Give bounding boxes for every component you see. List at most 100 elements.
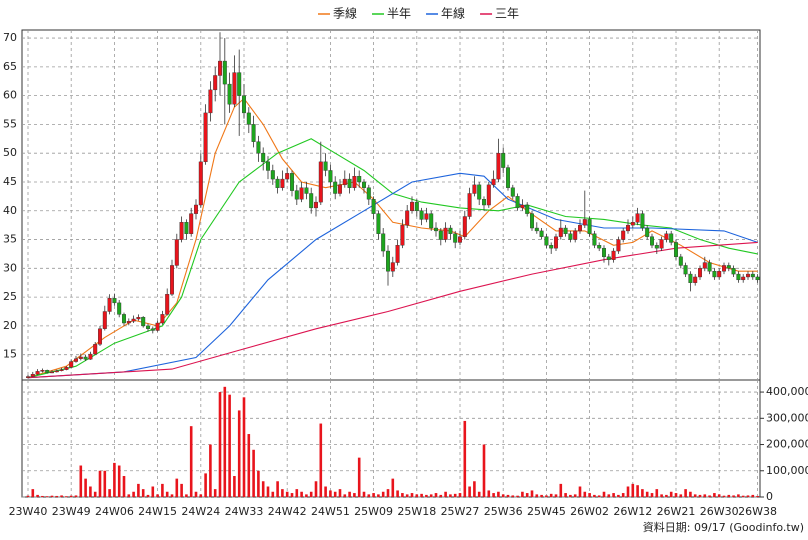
candle-body (640, 213, 645, 229)
volume-bar (578, 486, 582, 497)
volume-bar (545, 495, 548, 497)
candle-body (323, 161, 328, 171)
volume-bar (626, 486, 630, 497)
volume-bar (564, 493, 567, 497)
volume-bar (242, 397, 246, 497)
volume-bar (617, 494, 620, 497)
candle-body (520, 204, 525, 209)
volume-bar (156, 494, 159, 497)
volume-bar (271, 491, 275, 497)
candle-body (189, 213, 194, 234)
x-tick-label: 26W21 (657, 505, 696, 518)
x-tick-label: 24W51 (311, 505, 350, 518)
x-tick-label: 24W24 (181, 505, 220, 518)
volume-bar (415, 494, 419, 497)
candle-body (26, 376, 31, 378)
volume-bar (751, 494, 755, 497)
volume-bar (329, 490, 332, 497)
candle-body (193, 204, 198, 214)
volume-bar (540, 494, 543, 497)
candle-body (169, 265, 174, 295)
y-tick-label: 50 (3, 146, 17, 159)
volume-bar (372, 493, 375, 497)
volume-bar (449, 494, 452, 497)
volume-bar (348, 491, 351, 497)
candle-body (549, 245, 554, 249)
candle-body (674, 242, 679, 258)
volume-bar (314, 481, 318, 497)
candle-body (78, 356, 83, 359)
volume-bar (103, 470, 107, 497)
candle-body (578, 224, 583, 232)
volume-bar (65, 496, 68, 497)
x-tick-label: 26W30 (700, 505, 739, 518)
y2-tick-label: 300,000 (766, 411, 808, 424)
candle-body (621, 230, 626, 240)
candle-body (635, 213, 640, 223)
y-tick-label: 30 (3, 261, 17, 274)
candle-body (318, 161, 323, 203)
volume-bar (732, 495, 735, 497)
candle-body (165, 294, 170, 315)
volume-bar (530, 490, 534, 497)
candle-body (496, 152, 501, 180)
volume-bar (132, 491, 135, 497)
candle-body (664, 233, 669, 240)
y2-tick-label: 200,000 (766, 438, 808, 451)
candle-body (410, 201, 415, 211)
volume-bar (218, 392, 222, 497)
candle-body (131, 318, 136, 322)
candle-body (30, 374, 35, 377)
candle-body (530, 213, 535, 229)
volume-bar (98, 470, 102, 497)
volume-bar (117, 465, 121, 497)
footer: 資料日期: 09/17 (Goodinfo.tw) (643, 520, 804, 534)
candle-body (654, 245, 659, 249)
x-tick-label: 26W02 (570, 505, 609, 518)
volume-bar (213, 489, 217, 497)
volume-bar (698, 494, 702, 497)
volume-bar (55, 495, 59, 497)
volume-bar (420, 493, 423, 497)
candle-body (246, 112, 251, 125)
volume-bar (597, 495, 601, 497)
volume-bar (713, 493, 716, 497)
candle-body (357, 176, 362, 183)
x-tick-label: 24W06 (95, 505, 134, 518)
volume-bar (401, 493, 404, 497)
candle-body (434, 227, 439, 232)
candle-body (698, 268, 703, 278)
volume-bar (309, 491, 313, 497)
candle-body (554, 236, 559, 249)
volume-panel (21, 379, 761, 498)
volume-bar (621, 493, 625, 497)
volume-bar (31, 489, 35, 497)
candle-body (256, 141, 261, 154)
y-tick-label: 70 (3, 31, 17, 44)
candle-body (342, 178, 347, 186)
candle-body (717, 271, 722, 278)
volume-bar (377, 494, 380, 497)
volume-bar (434, 493, 438, 497)
candle-body (93, 344, 98, 355)
candle-body (386, 250, 391, 272)
volume-bar (674, 493, 678, 497)
volume-bar (146, 494, 150, 497)
volume-bar (506, 494, 510, 497)
volume-bar (338, 489, 342, 497)
candle-body (462, 216, 467, 237)
volume-bar (501, 494, 505, 497)
candle-body (731, 268, 736, 275)
candle-body (419, 210, 424, 220)
y-tick-label: 45 (3, 175, 17, 188)
candle-body (174, 239, 179, 266)
candle-body (659, 239, 664, 249)
candle-body (688, 273, 693, 283)
y-tick-label: 60 (3, 89, 17, 102)
volume-bar (50, 495, 54, 497)
candle-body (443, 227, 448, 240)
moving-average-line (27, 241, 758, 379)
volume-bar (410, 493, 414, 497)
candle-body (429, 213, 434, 229)
candle-body (107, 298, 112, 312)
